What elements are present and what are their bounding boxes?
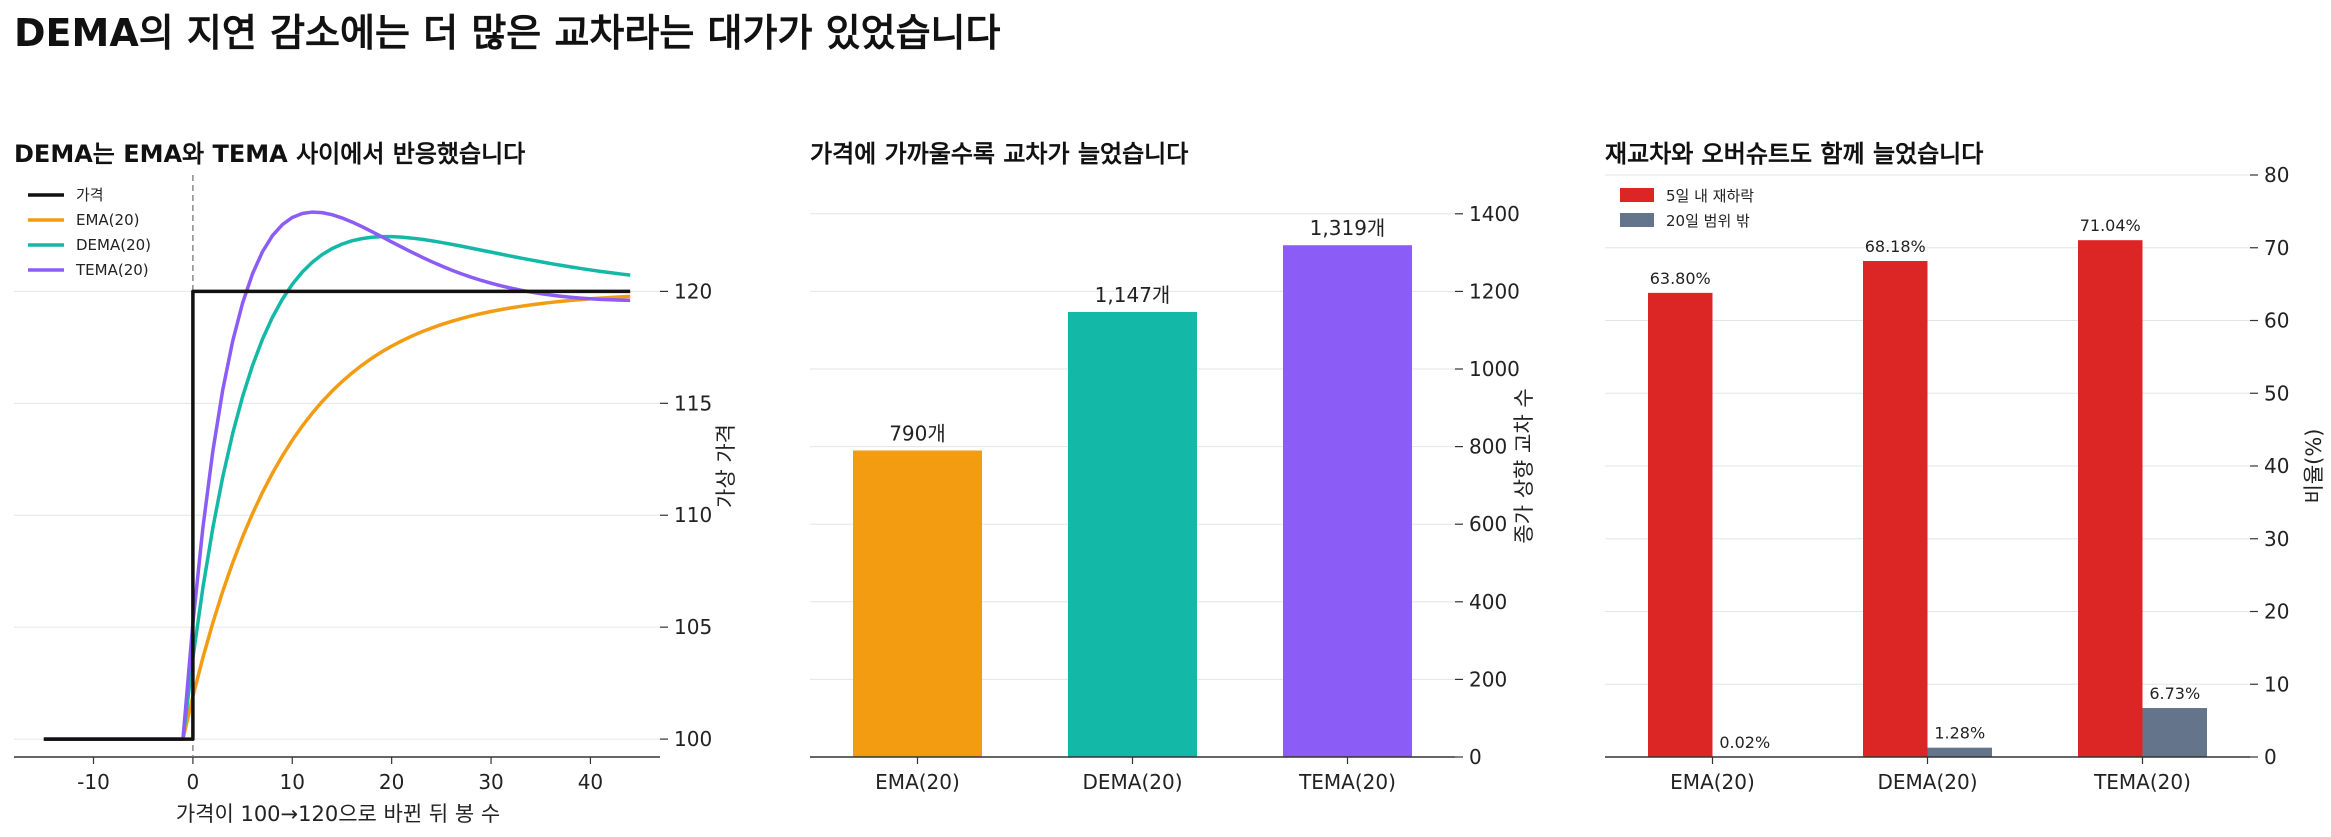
panel-1-ylabel: 종가 상향 교차 수 (1512, 388, 1536, 543)
panel-0-xlabel: 가격이 100→120으로 바뀐 뒤 봉 수 (176, 802, 500, 826)
panel-2-value-label: 63.80% (1650, 269, 1711, 288)
figure-title: DEMA의 지연 감소에는 더 많은 교차라는 대가가 있었습니다 (14, 11, 1000, 55)
panel-0-ytick-label: 105 (674, 615, 712, 639)
panel-1-value-label: 790개 (889, 421, 946, 445)
panel-1-value-label: 1,147개 (1095, 283, 1171, 307)
panel-2-bar-rebound (1648, 292, 1713, 757)
panel-0-xtick-label: 40 (578, 770, 603, 794)
panel-2-bar-outside (2142, 708, 2207, 757)
panel-1-title: 가격에 가까울수록 교차가 늘었습니다 (810, 140, 1188, 168)
panel-2-xtick-label: EMA(20) (1670, 770, 1755, 794)
panel-1-xtick-label: DEMA(20) (1082, 770, 1182, 794)
panel-2-xtick-label: TEMA(20) (2093, 770, 2191, 794)
panel-2-value-label: 1.28% (1934, 724, 1985, 743)
panel-1-ytick-label: 600 (1469, 512, 1507, 536)
panel-0-xtick-label: 10 (280, 770, 305, 794)
panel-2-legend-label: 20일 범위 밖 (1666, 212, 1750, 230)
panel-0-xtick-label: 20 (379, 770, 404, 794)
panel-0-xtick-label: 30 (478, 770, 503, 794)
panel-0-series-line-dema (43, 234, 631, 741)
panel-0-title: DEMA는 EMA와 TEMA 사이에서 반응했습니다 (14, 140, 525, 168)
panel-0-legend-label: EMA(20) (76, 211, 139, 229)
panel-2-bar-rebound (1863, 260, 1928, 757)
panel-0-ytick-label: 100 (674, 727, 712, 751)
panel-2-ytick-label: 80 (2264, 163, 2289, 187)
panel-2-ytick-label: 20 (2264, 600, 2289, 624)
panel-0-ytick-label: 110 (674, 503, 712, 527)
panel-2-bar-outside (1927, 747, 1992, 757)
panel-1-xtick-label: EMA(20) (875, 770, 960, 794)
panel-0-legend-label: TEMA(20) (75, 261, 149, 279)
panel-2-value-label: 0.02% (1719, 733, 1770, 752)
panel-2-legend-swatch (1620, 213, 1654, 227)
panel-1-xtick-label: TEMA(20) (1298, 770, 1396, 794)
panel-2-value-label: 6.73% (2149, 684, 2200, 703)
panel-2-ytick-label: 50 (2264, 381, 2289, 405)
panel-0-legend-label: DEMA(20) (76, 236, 151, 254)
panel-1-ytick-label: 200 (1469, 667, 1507, 691)
panel-1-value-label: 1,319개 (1310, 216, 1386, 240)
panel-1-ytick-label: 0 (1469, 745, 1482, 769)
panel-0-ylabel: 가상 가격 (714, 424, 738, 508)
panel-2-ytick-label: 10 (2264, 672, 2289, 696)
panel-line-response: DEMA는 EMA와 TEMA 사이에서 반응했습니다 가격이 100→120으… (14, 140, 738, 826)
panel-1-bar (1283, 245, 1412, 757)
panel-2-legend-swatch (1620, 188, 1654, 202)
panel-1-ytick-label: 400 (1469, 590, 1507, 614)
panel-1-ytick-label: 800 (1469, 435, 1507, 459)
panel-0-series-line-price (43, 289, 631, 741)
panel-1-ytick-label: 1200 (1469, 279, 1520, 303)
panel-2-title: 재교차와 오버슈트도 함께 늘었습니다 (1605, 140, 1983, 168)
panel-2-value-label: 71.04% (2080, 216, 2141, 235)
panel-2-value-label: 68.18% (1865, 237, 1926, 256)
panel-0-legend-label: 가격 (76, 186, 104, 204)
panel-0-series-line-ema (43, 294, 631, 741)
panel-1-ytick-label: 1000 (1469, 357, 1520, 381)
panel-2-ytick-label: 0 (2264, 745, 2277, 769)
panel-2-ytick-label: 30 (2264, 527, 2289, 551)
panel-2-legend-label: 5일 내 재하락 (1666, 187, 1754, 205)
panel-crossover-count: 가격에 가까울수록 교차가 늘었습니다 종가 상향 교차 수 0 200 400 60… (810, 140, 1536, 794)
panel-1-ytick-label: 1400 (1469, 202, 1520, 226)
panel-1-bar (1068, 311, 1197, 757)
panel-2-ytick-label: 40 (2264, 454, 2289, 478)
panel-2-ytick-label: 60 (2264, 309, 2289, 333)
panel-2-ylabel: 비율(%) (2302, 429, 2326, 504)
panel-0-ytick-label: 120 (674, 279, 712, 303)
panel-2-xtick-label: DEMA(20) (1877, 770, 1977, 794)
panel-2-bar-rebound (2078, 240, 2143, 757)
panel-2-ytick-label: 70 (2264, 236, 2289, 260)
panel-0-xtick-label: -10 (77, 770, 110, 794)
panel-0-ytick-label: 115 (674, 391, 712, 415)
panel-reversal-rates: 재교차와 오버슈트도 함께 늘었습니다 비율(%) 0 10 20 30 40 50 60 7… (1605, 140, 2326, 794)
panel-1-bar (853, 450, 982, 757)
panel-0-xtick-label: 0 (187, 770, 200, 794)
